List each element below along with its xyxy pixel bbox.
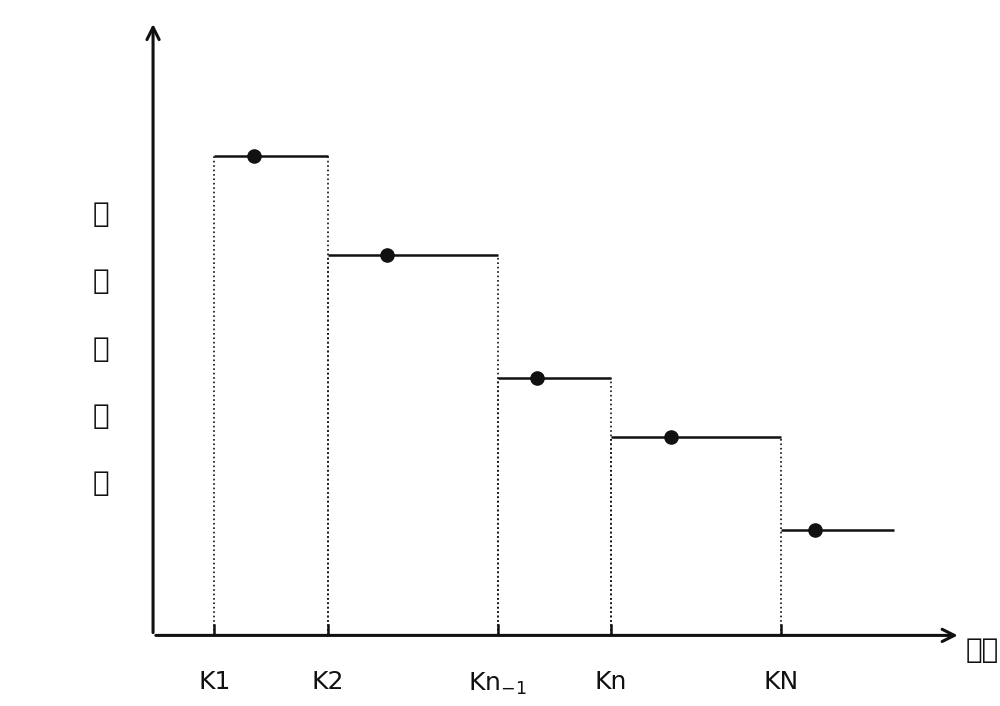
Text: Kn$_{-1}$: Kn$_{-1}$ [468,671,527,697]
Point [246,150,262,162]
Text: 色: 色 [93,201,109,228]
Text: 率: 率 [93,469,109,497]
Text: 偏: 偏 [93,335,109,363]
Text: 彩: 彩 [93,268,109,296]
Point [379,249,395,261]
Point [529,372,545,383]
Text: Kn: Kn [595,671,627,695]
Point [663,431,679,442]
Text: K1: K1 [198,671,231,695]
Text: 差: 差 [93,402,109,430]
Point [807,525,823,536]
Text: KN: KN [763,671,799,695]
Text: 色温: 色温 [965,636,999,664]
Text: K2: K2 [312,671,344,695]
